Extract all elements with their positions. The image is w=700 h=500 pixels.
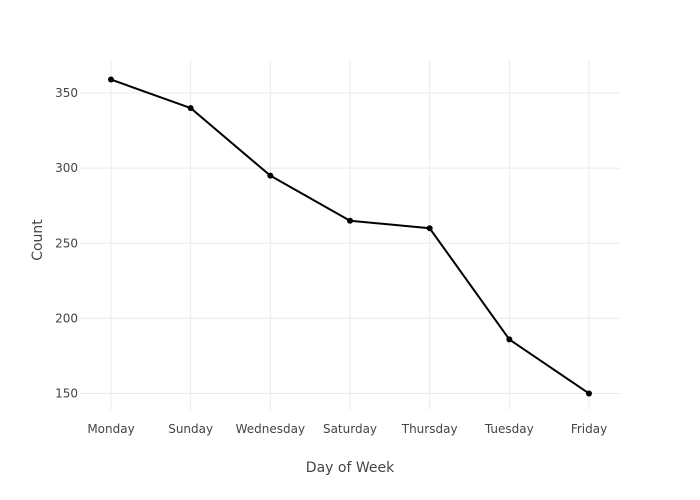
y-grid — [80, 92, 620, 394]
data-point — [267, 172, 274, 179]
x-tick-label: Friday — [571, 422, 607, 436]
data-point — [108, 76, 114, 83]
y-tick-label: 200 — [55, 311, 78, 325]
y-tick-labels: 150 200 250 300 350 — [55, 86, 78, 400]
data-point — [586, 390, 592, 397]
x-grid — [110, 60, 590, 410]
y-axis-title: Count — [30, 219, 46, 261]
y-tick-label: 300 — [55, 161, 78, 175]
x-tick-label: Sunday — [168, 422, 213, 436]
data-point — [506, 336, 513, 343]
x-tick-label: Wednesday — [236, 422, 305, 436]
data-point — [426, 225, 433, 232]
x-tick-labels: Monday Sunday Wednesday Saturday Thursday Tue… — [87, 422, 607, 436]
x-axis-title: Day of Week — [306, 460, 395, 476]
x-tick-label: Thursday — [401, 422, 458, 436]
data-point — [187, 105, 194, 112]
x-tick-label: Monday — [87, 422, 134, 436]
x-tick-label: Tuesday — [484, 422, 534, 436]
x-tick-label: Saturday — [323, 422, 377, 436]
series-layer — [108, 76, 592, 397]
y-tick-label: 150 — [55, 386, 78, 400]
y-tick-label: 350 — [55, 86, 78, 100]
data-point — [347, 217, 353, 224]
y-tick-label: 250 — [55, 236, 78, 250]
